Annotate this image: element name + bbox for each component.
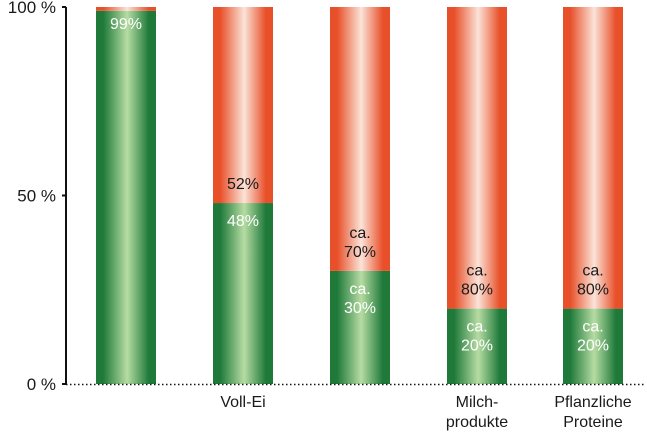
category-label-3-0: Milch- — [456, 394, 499, 411]
segment-label-4-1-1: 80% — [577, 282, 609, 299]
y-tick-label: 0 % — [27, 375, 56, 394]
bar-segment-3-0 — [447, 308, 507, 384]
segment-label-2-1-1: 70% — [344, 244, 376, 261]
bar-segment-0-0 — [96, 10, 156, 385]
category-label-4-0: Pflanzliche — [554, 394, 631, 411]
bar-segment-1-0 — [213, 203, 273, 384]
segment-label-0-0-0: 99% — [110, 16, 142, 33]
segment-label-2-1-0: ca. — [349, 225, 370, 242]
category-label-4-1: Proteine — [563, 414, 623, 431]
bar-segment-0-1 — [96, 7, 156, 11]
bar-segment-3-1 — [447, 7, 507, 309]
bar-segment-2-0 — [330, 270, 390, 384]
bar-segment-1-1 — [213, 7, 273, 204]
segment-labels-group: 99% 48% 52% ca. 30% ca. 70% ca. 20% ca. 80% ca. 20% c… — [110, 16, 609, 355]
category-label-3-1: produkte — [446, 414, 508, 431]
segment-label-1-0-0: 48% — [227, 213, 259, 230]
bars-group — [96, 7, 623, 385]
segment-label-3-1-1: 80% — [461, 282, 493, 299]
bar-segment-2-1 — [330, 7, 390, 271]
segment-label-3-1-0: ca. — [466, 263, 487, 280]
y-tick-label: 50 % — [17, 187, 56, 206]
bar-segment-4-0 — [563, 308, 623, 384]
category-labels-group: Voll-Ei Milch-produkte Pflanzliche Proteine — [220, 394, 631, 431]
y-axis: 0 % 50 % 100 % — [8, 0, 645, 394]
segment-label-3-0-0: ca. — [466, 319, 487, 336]
category-label-1-0: Voll-Ei — [220, 394, 265, 411]
segment-label-2-0-1: 30% — [344, 300, 376, 317]
segment-label-1-1-0: 52% — [227, 176, 259, 193]
segment-label-3-0-1: 20% — [461, 338, 493, 355]
y-tick-label: 100 % — [8, 0, 56, 17]
segment-label-2-0-0: ca. — [349, 281, 370, 298]
segment-label-4-0-1: 20% — [577, 338, 609, 355]
bar-segment-4-1 — [563, 7, 623, 309]
segment-label-4-0-0: ca. — [582, 319, 603, 336]
segment-label-4-1-0: ca. — [582, 263, 603, 280]
